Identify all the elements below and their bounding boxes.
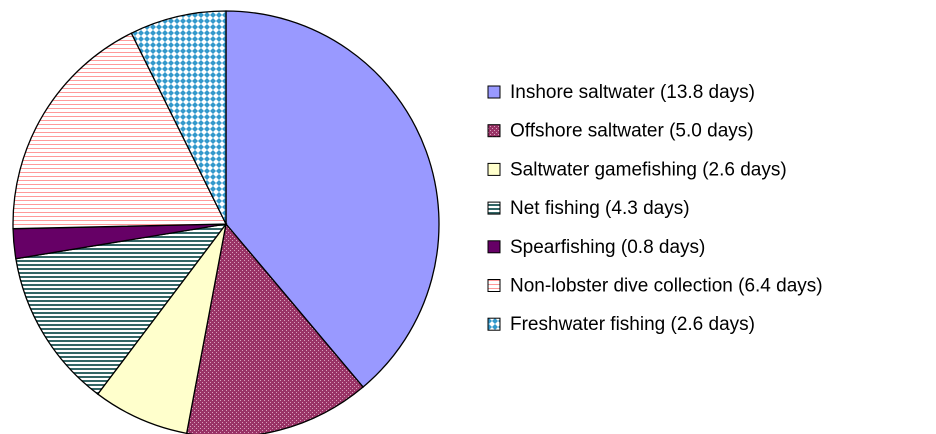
legend-label: Spearfishing (0.8 days) <box>510 237 705 258</box>
legend-swatch <box>487 162 501 176</box>
pie-slice <box>96 223 227 434</box>
legend-label: Non-lobster dive collection (6.4 days) <box>510 276 823 297</box>
pie-slice <box>185 222 364 434</box>
pie-slice <box>225 10 440 388</box>
legend-swatch <box>487 279 501 292</box>
legend-label: Net fishing (4.3 days) <box>510 198 690 219</box>
legend-swatch <box>487 201 501 215</box>
legend-swatch <box>487 240 501 254</box>
pie-slice <box>15 223 228 395</box>
legend-label: Offshore saltwater (5.0 days) <box>510 121 754 142</box>
legend-swatch <box>487 85 501 99</box>
pie-slice <box>130 10 227 225</box>
legend-label: Freshwater fishing (2.6 days) <box>510 314 755 335</box>
legend-label: Saltwater gamefishing (2.6 days) <box>510 159 787 180</box>
legend-label: Inshore saltwater (13.8 days) <box>510 82 755 103</box>
legend-swatch <box>487 317 501 331</box>
legend-swatch <box>487 124 501 138</box>
pie-slice <box>12 32 228 230</box>
